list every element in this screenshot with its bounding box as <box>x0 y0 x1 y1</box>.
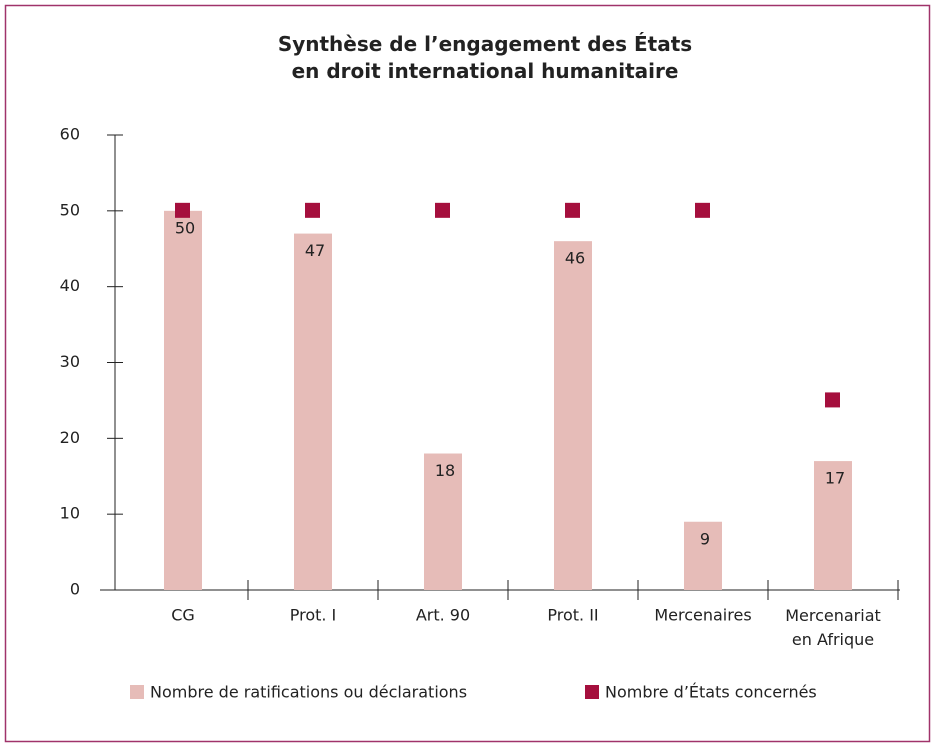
bar <box>554 241 592 590</box>
chart-title: Synthèse de l’engagement des États en dro… <box>278 32 692 83</box>
legend-label: Nombre d’États concernés <box>605 683 817 702</box>
marker <box>825 392 840 408</box>
bar <box>814 461 852 590</box>
legend-swatch <box>585 685 599 699</box>
bar <box>164 210 202 591</box>
y-tick-label: 20 <box>60 428 80 447</box>
bar <box>684 521 722 590</box>
marker <box>175 202 190 218</box>
x-tick-label: Mercenaires <box>654 606 751 625</box>
x-tick-label: Art. 90 <box>416 606 470 625</box>
data-label: 50 <box>175 218 195 237</box>
data-label: 17 <box>825 469 845 488</box>
legend-swatch <box>130 685 144 699</box>
marker <box>305 202 320 218</box>
marker <box>565 202 580 218</box>
legend-label: Nombre de ratifications ou déclarations <box>150 683 467 702</box>
y-tick-label: 10 <box>60 504 80 523</box>
bar <box>294 233 332 591</box>
y-tick-label: 50 <box>60 200 80 219</box>
data-label: 47 <box>305 241 325 260</box>
data-label: 46 <box>565 249 585 268</box>
x-tick-label: CG <box>171 606 195 625</box>
y-tick-label: 0 <box>70 580 80 599</box>
x-tick-label: Mercenariat en Afrique <box>785 606 881 649</box>
y-tick-label: 60 <box>60 125 80 144</box>
x-tick-label: Prot. I <box>290 606 337 625</box>
y-tick-label: 40 <box>60 276 80 295</box>
bar <box>424 453 462 590</box>
marker <box>695 202 710 218</box>
x-tick-label: Prot. II <box>547 606 598 625</box>
data-label: 18 <box>435 461 455 480</box>
frame <box>4 4 931 743</box>
marker <box>435 202 450 218</box>
data-label: 9 <box>700 529 710 548</box>
y-tick-label: 30 <box>60 352 80 371</box>
